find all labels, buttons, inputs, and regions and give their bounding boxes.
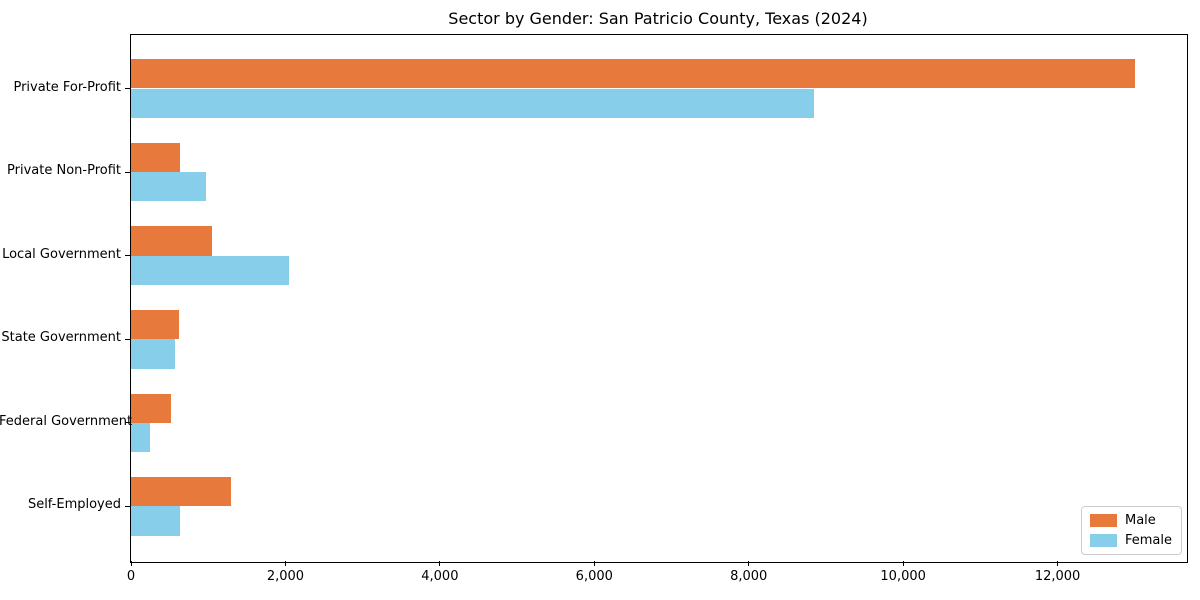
male-bar <box>131 226 213 256</box>
y-tick-label: Private Non-Profit <box>7 163 121 179</box>
male-bar <box>131 477 231 507</box>
x-tick-label: 12,000 <box>1034 569 1081 584</box>
legend-swatch-female <box>1089 534 1117 547</box>
y-tick-mark <box>125 171 130 173</box>
y-tick-mark <box>125 422 130 424</box>
female-bar <box>131 506 180 536</box>
female-bar <box>131 422 151 453</box>
male-bar <box>131 393 172 423</box>
x-tick-mark <box>748 561 750 566</box>
female-bar <box>131 88 815 118</box>
legend: Male Female <box>1080 506 1182 555</box>
x-tick-label: 6,000 <box>575 569 613 584</box>
y-tick-label: Self-Employed <box>27 497 121 513</box>
x-tick-mark <box>902 561 904 566</box>
x-tick-mark <box>284 561 286 566</box>
x-tick-mark <box>439 561 441 566</box>
legend-label: Female <box>1124 533 1172 548</box>
male-bar <box>131 59 1135 89</box>
x-tick-mark <box>130 561 132 566</box>
male-bar <box>131 310 179 340</box>
y-tick-label: State Government <box>1 330 121 346</box>
legend-swatch-male <box>1089 514 1117 527</box>
y-tick-mark <box>125 338 130 340</box>
y-tick-label: Federal Government <box>0 413 133 429</box>
female-bar <box>131 172 206 202</box>
x-tick-mark <box>1057 561 1059 566</box>
x-tick-label: 0 <box>126 569 136 584</box>
legend-item: Female <box>1089 533 1172 548</box>
y-tick-mark <box>125 88 130 89</box>
male-bar <box>131 142 181 173</box>
female-bar <box>131 255 289 285</box>
female-bar <box>131 339 175 369</box>
chart-title: Sector by Gender: San Patricio County, T… <box>448 9 868 28</box>
plot-area: Private For-Profit Private Non-Profit Loca… <box>0 34 1188 584</box>
x-tick-label: 2,000 <box>266 569 305 584</box>
x-tick-label: 4,000 <box>421 569 459 584</box>
x-tick-label: 10,000 <box>880 569 926 584</box>
y-tick-mark <box>125 255 130 257</box>
y-tick-label: Private For-Profit <box>13 79 121 95</box>
x-tick-mark <box>593 561 595 566</box>
y-tick-mark <box>125 505 130 507</box>
legend-item: Male <box>1089 513 1172 528</box>
y-tick-label: Local Government <box>2 246 121 262</box>
legend-label: Male <box>1124 513 1156 528</box>
x-tick-label: 8,000 <box>730 569 768 584</box>
